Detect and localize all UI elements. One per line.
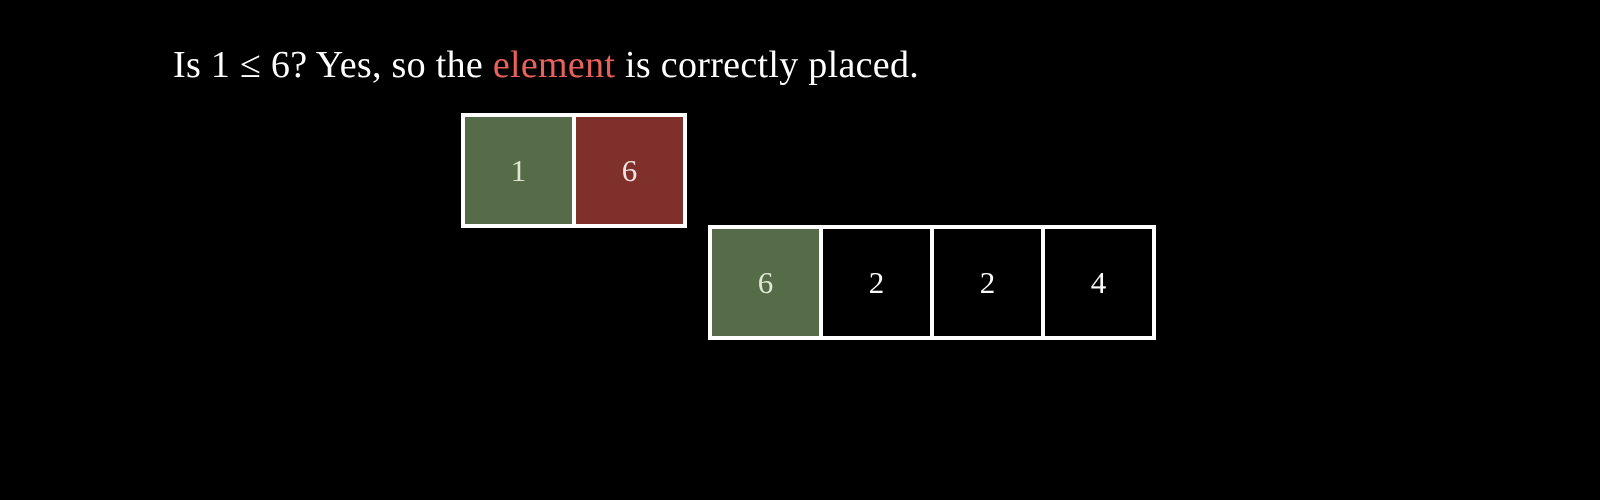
caption: Is 1 ≤ 6? Yes, so the element is correct… [173,38,919,92]
bottom-cell: 2 [930,225,1045,340]
cell-value: 1 [510,152,527,188]
cell-value: 6 [621,152,638,188]
top-cell: 1 [461,113,576,228]
cell-value: 4 [1090,264,1107,300]
top-array: 1 6 [461,113,687,228]
caption-before: Is 1 ≤ 6? Yes, so the [173,44,493,86]
bottom-cell: 2 [819,225,934,340]
bottom-cell: 4 [1041,225,1156,340]
cell-value: 2 [868,264,885,300]
caption-highlight: element [492,44,616,86]
bottom-array: 6 2 2 4 [708,225,1156,340]
caption-after: is correctly placed. [615,44,920,86]
cell-value: 2 [979,264,996,300]
cell-value: 6 [757,264,774,300]
top-cell: 6 [572,113,687,228]
bottom-cell: 6 [708,225,823,340]
